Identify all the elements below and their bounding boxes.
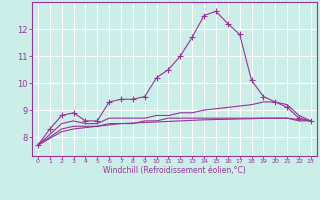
X-axis label: Windchill (Refroidissement éolien,°C): Windchill (Refroidissement éolien,°C) xyxy=(103,166,246,175)
